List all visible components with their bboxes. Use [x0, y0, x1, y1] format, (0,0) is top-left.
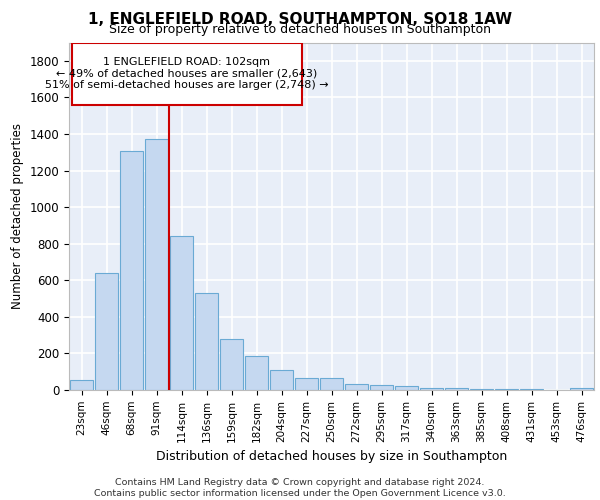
- Bar: [269, 370, 293, 390]
- Bar: [445, 388, 469, 390]
- Bar: [145, 138, 169, 390]
- Text: 1 ENGLEFIELD ROAD: 102sqm
← 49% of detached houses are smaller (2,643)
51% of se: 1 ENGLEFIELD ROAD: 102sqm ← 49% of detac…: [44, 57, 328, 90]
- Bar: [170, 236, 193, 390]
- Bar: [419, 388, 443, 390]
- Bar: [70, 380, 94, 390]
- Bar: [295, 378, 319, 390]
- Text: Size of property relative to detached houses in Southampton: Size of property relative to detached ho…: [109, 22, 491, 36]
- Bar: [494, 389, 518, 390]
- Bar: [245, 356, 268, 390]
- Text: 1, ENGLEFIELD ROAD, SOUTHAMPTON, SO18 1AW: 1, ENGLEFIELD ROAD, SOUTHAMPTON, SO18 1A…: [88, 12, 512, 28]
- Text: Contains HM Land Registry data © Crown copyright and database right 2024.
Contai: Contains HM Land Registry data © Crown c…: [94, 478, 506, 498]
- Bar: [71, 42, 302, 104]
- Bar: [569, 388, 593, 390]
- Bar: [395, 386, 418, 390]
- Bar: [344, 384, 368, 390]
- Bar: [370, 384, 394, 390]
- Y-axis label: Number of detached properties: Number of detached properties: [11, 123, 24, 309]
- Bar: [220, 339, 244, 390]
- Bar: [470, 389, 493, 390]
- Bar: [194, 293, 218, 390]
- X-axis label: Distribution of detached houses by size in Southampton: Distribution of detached houses by size …: [156, 450, 507, 463]
- Bar: [95, 273, 118, 390]
- Bar: [119, 152, 143, 390]
- Bar: [320, 378, 343, 390]
